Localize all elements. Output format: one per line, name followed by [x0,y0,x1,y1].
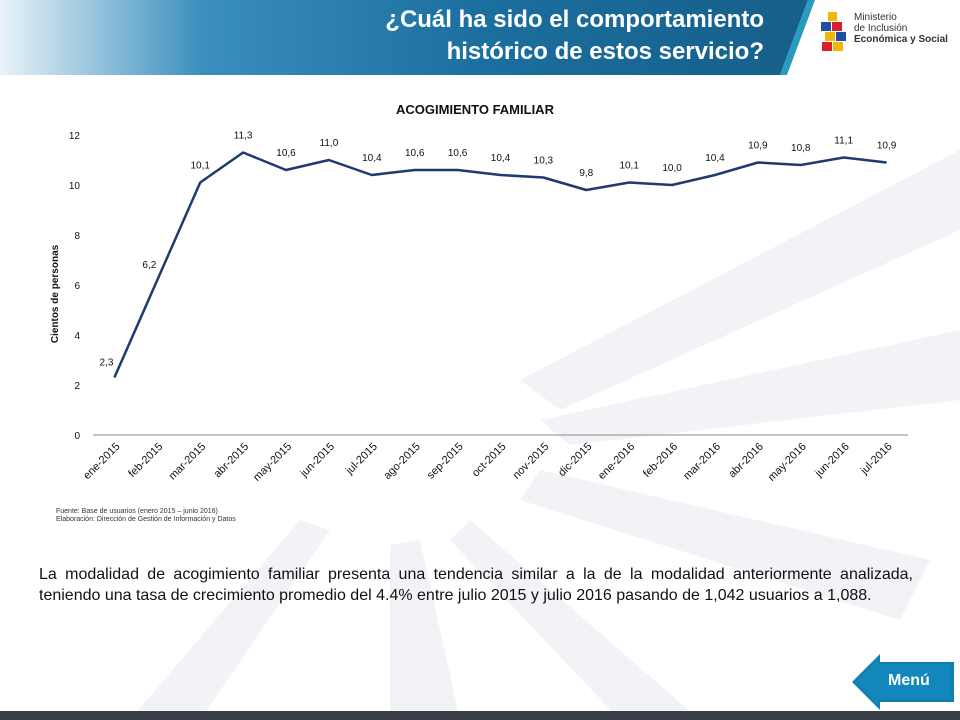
footer-bar [0,711,960,720]
data-label: 10,4 [362,153,382,164]
x-tick-label: oct-2015 [470,441,509,480]
data-label: 10,4 [491,153,511,164]
data-label: 10,6 [448,148,468,159]
y-tick-label: 10 [69,181,81,192]
data-labels: 2,3 6,2 10,1 11,3 10,6 11,0 10,4 10,6 10,6 10,4 10… [100,131,897,369]
data-label: 11,1 [834,136,853,147]
ministry-name-line-3: Económica y Social [854,34,948,45]
x-tick-label: abr-2015 [212,441,252,481]
x-tick-labels: ene-2015 feb-2015 mar-2015 abr-2015 may-2015… [81,441,894,484]
x-tick-label: nov-2015 [511,441,552,482]
x-tick-label: sep-2015 [425,441,466,482]
y-axis-label: Cientos de personas [50,244,61,343]
x-tick-label: ene-2016 [596,441,637,482]
data-label: 10,9 [877,141,897,152]
x-tick-label: jul-2015 [343,441,380,478]
x-tick-label: feb-2015 [126,441,165,480]
ministry-name-line-2: de Inclusión [854,23,908,34]
analysis-paragraph: La modalidad de acogimiento familiar pre… [39,566,913,604]
data-label: 10,9 [748,141,768,152]
data-label: 10,6 [405,148,425,159]
ministry-name-line-1: Ministerio [854,12,897,23]
data-label: 9,8 [579,168,593,179]
series-line [113,151,887,379]
elaboration-line: Elaboración: Dirección de Gestión de Inf… [56,516,236,523]
page-title-line-1: ¿Cuál ha sido el comportamiento [385,6,764,33]
data-label: 10,1 [619,161,639,172]
x-tick-label: jul-2016 [858,441,895,478]
x-tick-label: may-2016 [766,441,809,484]
y-tick-label: 2 [74,381,80,392]
data-label: 2,3 [100,358,114,369]
x-tick-label: abr-2016 [726,441,766,481]
x-tick-label: ene-2015 [81,441,122,482]
data-label: 11,3 [234,131,253,142]
x-tick-label: dic-2015 [556,441,594,479]
data-label: 10,8 [791,143,811,154]
data-label: 11,0 [320,138,339,149]
ministry-logo: Ministerio de Inclusión Económica y Soci… [818,10,958,60]
x-tick-label: ago-2015 [381,441,422,482]
data-label: 10,0 [662,163,682,174]
data-label: 10,1 [191,161,211,172]
page-title-line-2: histórico de estos servicio? [446,38,764,65]
y-tick-label: 4 [74,331,80,342]
x-tick-label: mar-2016 [681,441,723,483]
x-tick-label: jun-2016 [812,441,851,480]
data-label: 10,4 [705,153,725,164]
arrow-left-icon [852,654,954,710]
source-note: Fuente: Base de usuarios (enero 2015 – j… [56,508,236,524]
ministry-emblem-icon [821,12,846,51]
x-tick-label: feb-2016 [641,441,680,480]
menu-label: Menú [888,672,930,689]
y-tick-label: 0 [74,431,80,442]
data-label: 10,6 [276,148,296,159]
data-label: 6,2 [142,260,156,271]
source-line: Fuente: Base de usuarios (enero 2015 – j… [56,508,218,515]
x-tick-label: jun-2015 [298,441,337,480]
y-tick-labels: 0 2 4 6 8 10 12 [69,131,81,442]
ministry-name: Ministerio de Inclusión Económica y Soci… [854,12,948,45]
menu-button[interactable]: Menú [852,654,954,710]
x-tick-label: mar-2015 [167,441,209,483]
x-tick-label: may-2015 [251,441,294,484]
page-title: ¿Cuál ha sido el comportamiento históric… [204,4,764,68]
line-chart: ACOGIMIENTO FAMILIAR Cientos de personas… [50,102,908,484]
y-tick-label: 8 [74,231,80,242]
y-tick-label: 6 [74,281,80,292]
y-tick-label: 12 [69,131,81,142]
data-label: 10,3 [534,156,554,167]
header-banner [0,0,815,75]
chart-title: ACOGIMIENTO FAMILIAR [396,102,555,117]
